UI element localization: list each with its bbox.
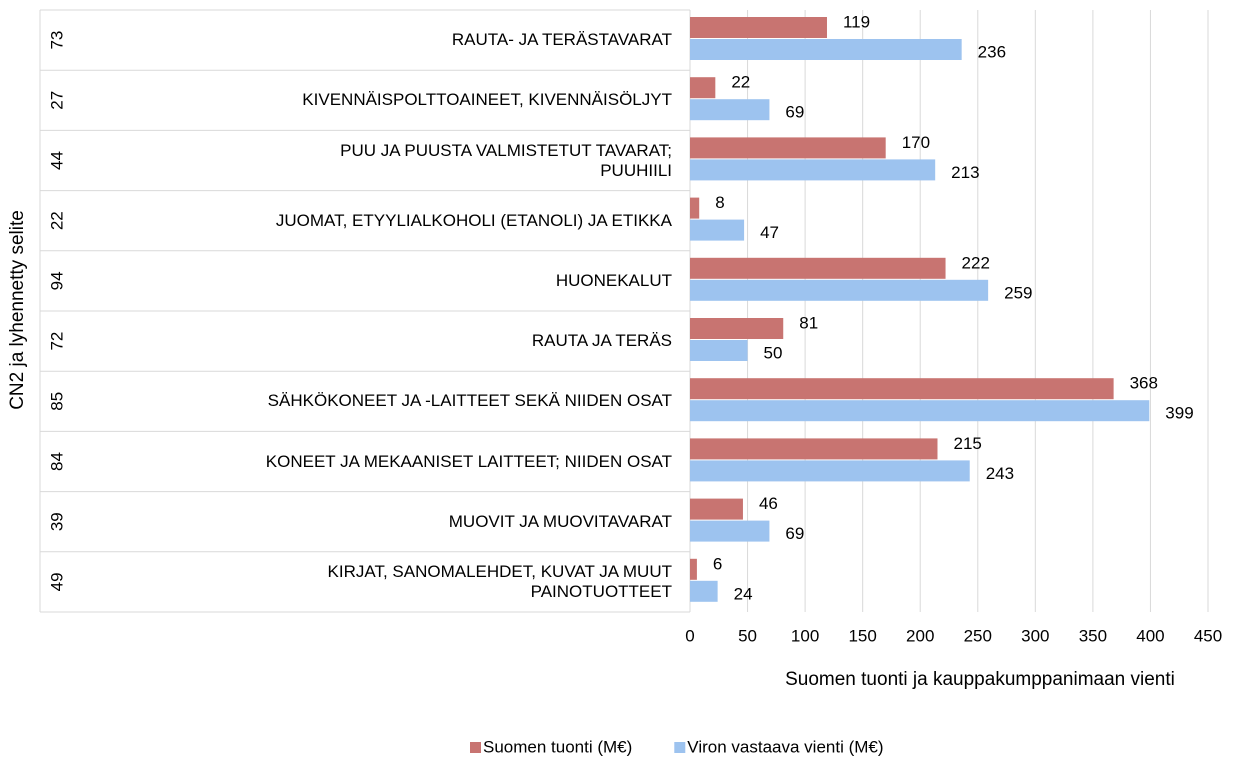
- bar: [690, 318, 784, 339]
- x-tick-label: 200: [906, 626, 934, 645]
- bar: [690, 137, 886, 159]
- data-label: 50: [764, 343, 783, 362]
- legend-swatch: [470, 742, 481, 753]
- category-code: 85: [47, 392, 66, 411]
- bar: [690, 197, 700, 219]
- category-code: 73: [47, 31, 66, 50]
- category-label: KIVENNÄISPOLTTOAINEET, KIVENNÄISÖLJYT: [302, 90, 672, 110]
- category-code: 84: [47, 452, 66, 471]
- data-label: 69: [785, 524, 804, 543]
- data-label: 8: [715, 193, 724, 212]
- bar: [690, 17, 827, 38]
- category-label: SÄHKÖKONEET JA -LAITTEET SEKÄ NIIDEN OSA…: [267, 391, 672, 411]
- bar: [690, 378, 1114, 400]
- x-tick-label: 450: [1194, 626, 1222, 645]
- bar: [690, 159, 936, 181]
- data-label: 236: [978, 42, 1006, 61]
- bar: [690, 279, 989, 301]
- category-code: 72: [47, 332, 66, 351]
- legend-swatch: [674, 742, 686, 753]
- category-code: 49: [47, 572, 66, 591]
- x-tick-label: 100: [791, 626, 819, 645]
- data-label: 119: [843, 12, 870, 31]
- legend-label: Viron vastaava vienti (M€): [687, 737, 883, 756]
- category-label: MUOVIT JA MUOVITAVARAT: [448, 511, 672, 531]
- category-code: 94: [47, 271, 66, 290]
- bar: [690, 77, 716, 99]
- bar: [690, 219, 745, 241]
- category-label: KONEET JA MEKAANISET LAITTEET; NIIDEN OS…: [265, 451, 672, 471]
- bar: [690, 257, 946, 279]
- bar: [690, 580, 718, 602]
- category-code: 39: [47, 512, 66, 531]
- data-label: 215: [953, 434, 981, 453]
- data-label: 22: [731, 73, 750, 92]
- category-label: RAUTA- JA TERÄSTAVARAT: [451, 30, 672, 50]
- bar: [690, 39, 962, 60]
- bar: [690, 498, 743, 520]
- bar: [690, 438, 938, 460]
- category-label: JUOMAT, ETYYLIALKOHOLI (ETANOLI) JA ETIK…: [275, 210, 672, 230]
- data-label: 368: [1130, 374, 1158, 393]
- data-label: 243: [986, 464, 1014, 483]
- bar: [690, 460, 970, 482]
- bar: [690, 520, 770, 542]
- bar: [690, 340, 748, 361]
- category-label: PUU JA PUUSTA VALMISTETUT TAVARAT; PUUHI…: [340, 140, 672, 180]
- data-label: 24: [734, 584, 753, 603]
- x-tick-label: 350: [1079, 626, 1107, 645]
- bar: [690, 400, 1150, 422]
- data-label: 259: [1004, 283, 1032, 302]
- x-tick-label: 150: [848, 626, 876, 645]
- x-tick-label: 50: [738, 626, 757, 645]
- x-tick-label: 250: [964, 626, 992, 645]
- data-label: 170: [902, 133, 930, 152]
- x-tick-label: 300: [1021, 626, 1049, 645]
- legend-label: Suomen tuonti (M€): [483, 737, 632, 756]
- category-label: KIRJAT, SANOMALEHDET, KUVAT JA MUUT PAIN…: [327, 561, 672, 601]
- x-axis-title: Suomen tuonti ja kauppakumppanimaan vien…: [785, 669, 1175, 690]
- category-code: 44: [47, 151, 66, 170]
- data-label: 222: [962, 253, 990, 272]
- data-label: 46: [759, 494, 778, 513]
- category-code: 22: [47, 211, 66, 230]
- x-tick-label: 0: [685, 626, 694, 645]
- data-label: 81: [799, 313, 818, 332]
- data-label: 213: [951, 163, 979, 182]
- category-code: 27: [47, 91, 66, 110]
- data-label: 69: [785, 103, 804, 122]
- category-label: RAUTA JA TERÄS: [531, 331, 672, 351]
- data-label: 6: [713, 554, 722, 573]
- category-label: HUONEKALUT: [555, 270, 672, 290]
- bar: [690, 558, 697, 580]
- y-axis-title: CN2 ja lyhennetty selite: [7, 210, 28, 410]
- x-tick-label: 400: [1136, 626, 1164, 645]
- data-label: 47: [760, 223, 779, 242]
- bar: [690, 99, 770, 121]
- data-label: 399: [1165, 404, 1193, 423]
